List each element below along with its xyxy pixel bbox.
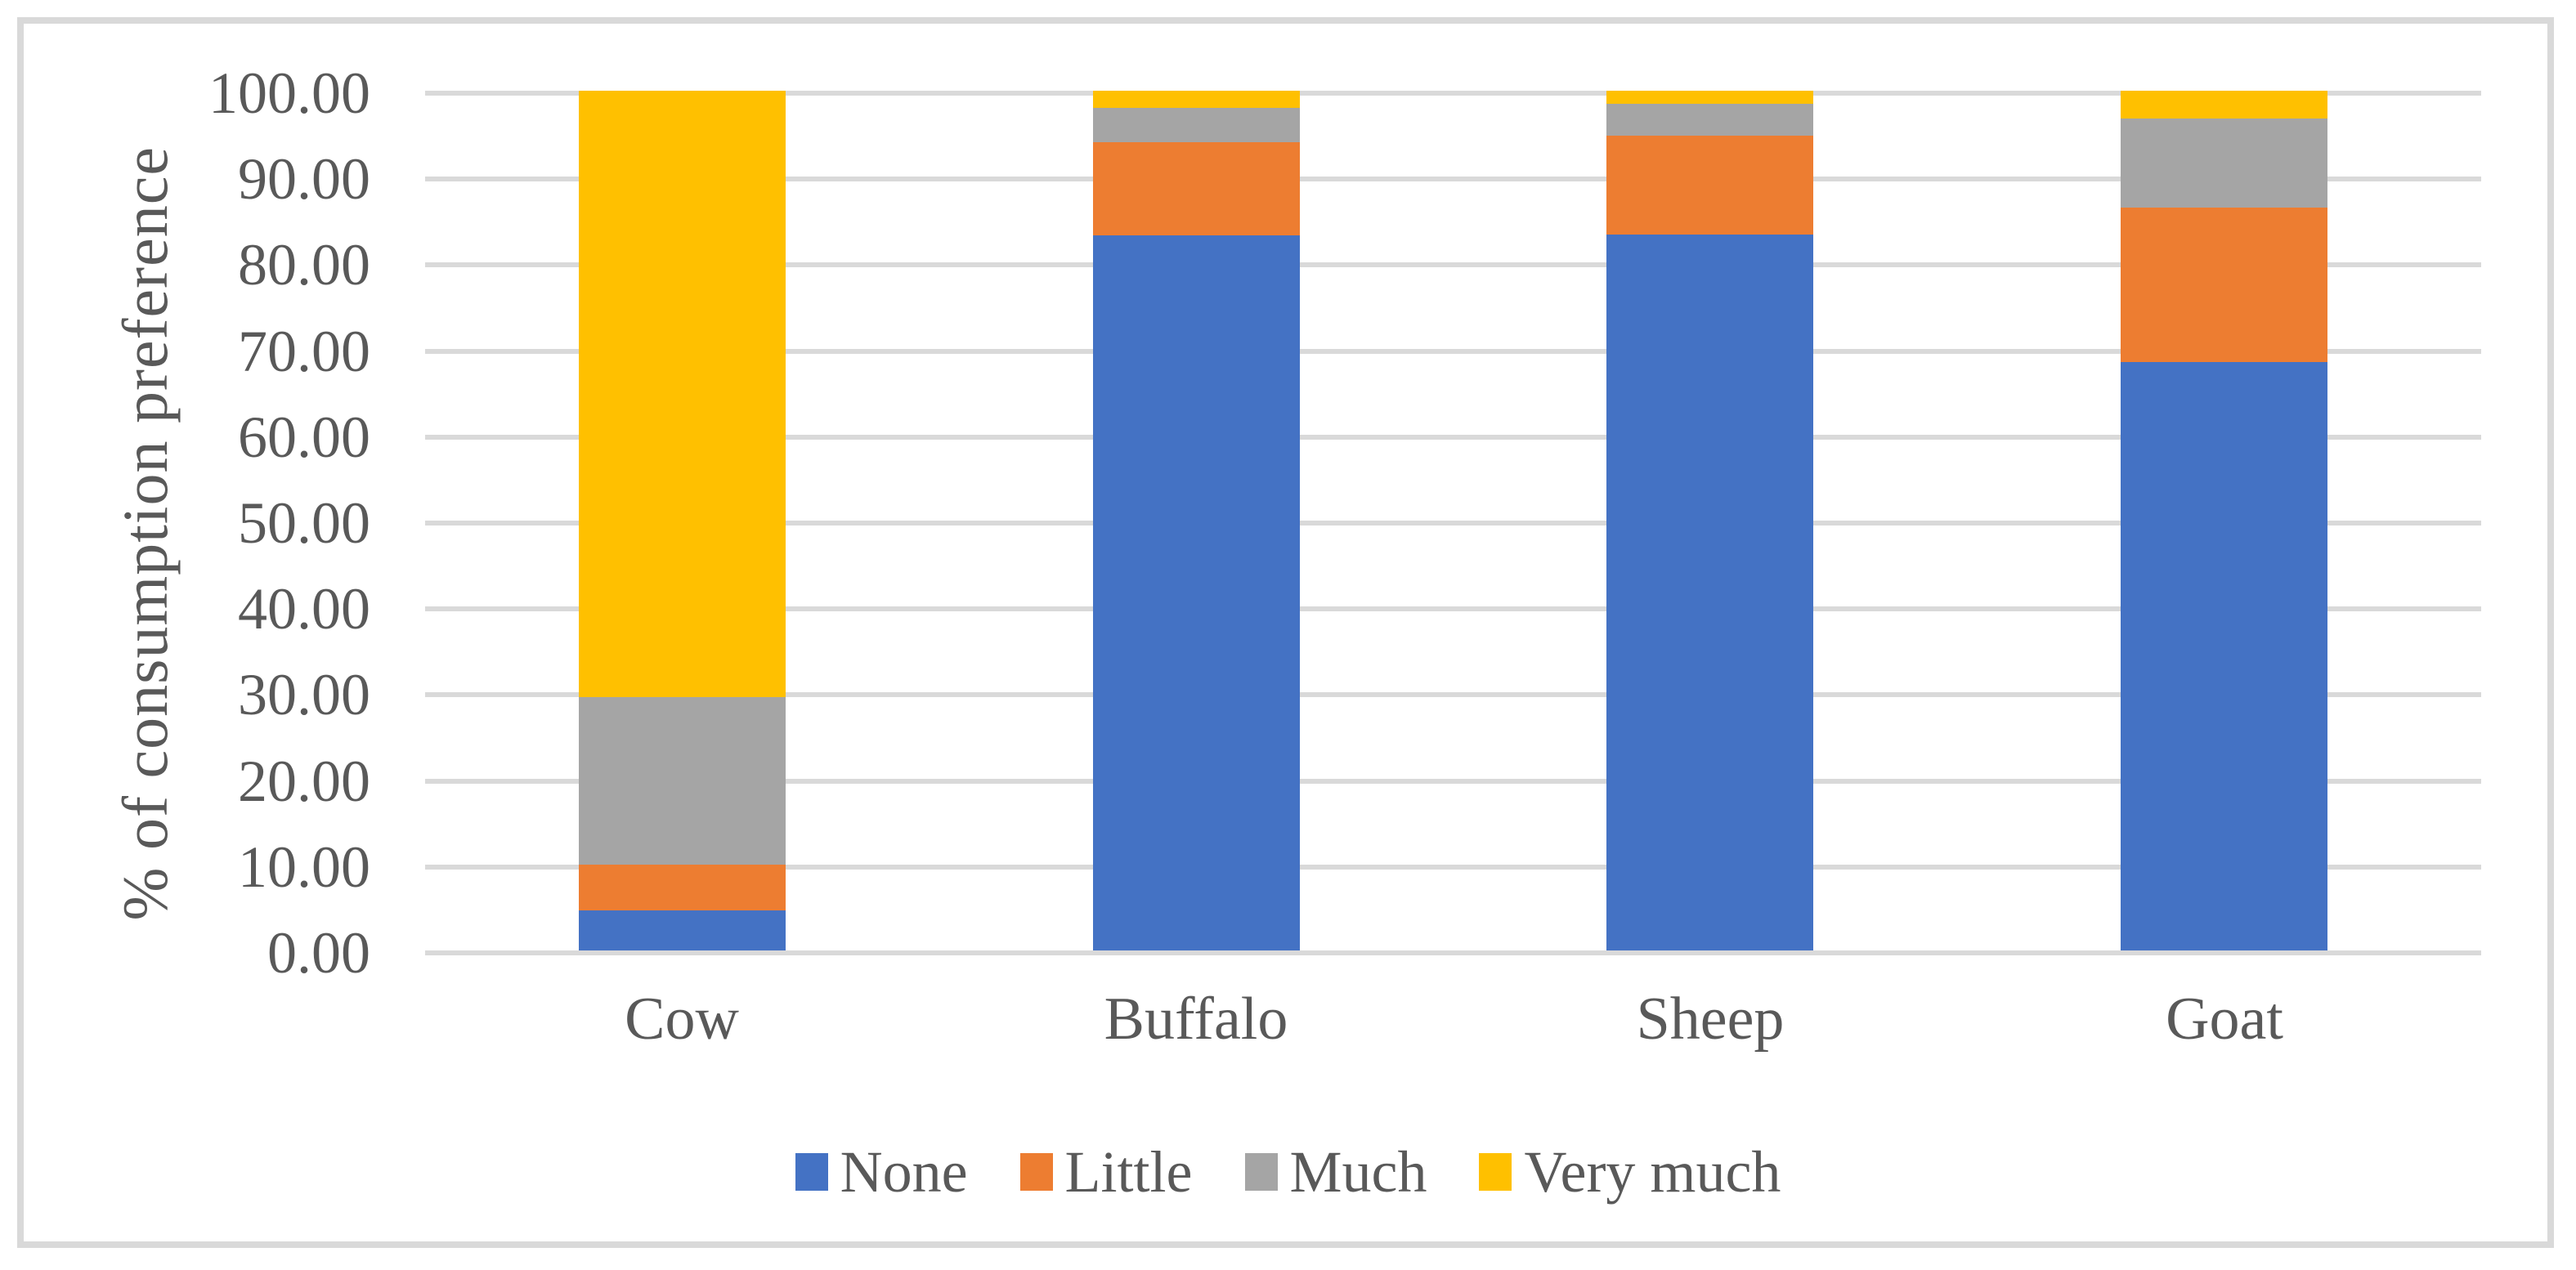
category-label-buffalo: Buffalo (1104, 986, 1288, 1053)
y-axis-title: % of consumption preference (110, 146, 181, 921)
bar-buffalo (1093, 91, 1300, 950)
y-tick-label-70: 70.00 (238, 318, 370, 384)
segment-buffalo-none (1093, 235, 1300, 950)
y-axis-title-wrap: % of consumption preference (106, 93, 185, 974)
y-tick-label-90: 90.00 (238, 146, 370, 212)
bar-sheep (1606, 91, 1813, 950)
legend-swatch-little (1019, 1153, 1053, 1191)
gridline-100 (425, 91, 2481, 96)
legend-label-much: Much (1289, 1139, 1427, 1205)
segment-sheep-little (1606, 135, 1813, 235)
segment-sheep-much (1606, 103, 1813, 136)
segment-buffalo-little (1093, 142, 1300, 235)
gridline-40 (425, 606, 2481, 612)
segment-buffalo-very-much (1093, 91, 1300, 109)
legend-item-very-much: Very much (1479, 1138, 1781, 1206)
category-label-cow: Cow (625, 986, 739, 1053)
segment-goat-none (2121, 362, 2327, 950)
bar-goat (2121, 91, 2327, 950)
legend-label-none: None (840, 1139, 968, 1205)
segment-goat-little (2121, 208, 2327, 363)
legend-swatch-much (1244, 1153, 1278, 1191)
legend-swatch-very-much (1479, 1153, 1512, 1191)
gridline-70 (425, 348, 2481, 354)
segment-cow-much (579, 696, 786, 865)
y-tick-label-100: 100.00 (208, 60, 370, 126)
bar-cow (579, 91, 786, 950)
gridline-0 (425, 950, 2481, 955)
legend-item-little: Little (1019, 1138, 1193, 1206)
y-tick-label-30: 30.00 (238, 662, 370, 728)
segment-cow-very-much (579, 91, 786, 697)
gridline-60 (425, 434, 2481, 440)
gridline-30 (425, 692, 2481, 698)
segment-cow-none (579, 910, 786, 950)
gridline-10 (425, 864, 2481, 870)
y-tick-label-0: 0.00 (267, 920, 370, 986)
gridline-50 (425, 521, 2481, 525)
legend-item-none: None (795, 1138, 968, 1206)
category-label-goat: Goat (2166, 986, 2283, 1053)
segment-goat-much (2121, 118, 2327, 208)
y-tick-label-10: 10.00 (238, 834, 370, 900)
gridline-80 (425, 262, 2481, 268)
legend-label-very-much: Very much (1524, 1139, 1781, 1205)
segment-goat-very-much (2121, 91, 2327, 119)
plot-area (425, 91, 2481, 955)
y-tick-label-40: 40.00 (238, 576, 370, 642)
legend-label-little: Little (1064, 1139, 1193, 1205)
y-tick-label-20: 20.00 (238, 748, 370, 814)
legend: None Little Much Very much (0, 1138, 2576, 1206)
gridline-20 (425, 778, 2481, 784)
category-label-sheep: Sheep (1636, 986, 1785, 1053)
y-tick-label-50: 50.00 (238, 490, 370, 556)
segment-buffalo-much (1093, 108, 1300, 143)
segment-cow-little (579, 864, 786, 910)
segment-sheep-none (1606, 234, 1813, 950)
y-tick-label-80: 80.00 (238, 232, 370, 298)
legend-swatch-none (795, 1153, 828, 1191)
segment-sheep-very-much (1606, 91, 1813, 104)
y-tick-label-60: 60.00 (238, 404, 370, 470)
legend-item-much: Much (1244, 1138, 1427, 1206)
gridline-90 (425, 177, 2481, 182)
